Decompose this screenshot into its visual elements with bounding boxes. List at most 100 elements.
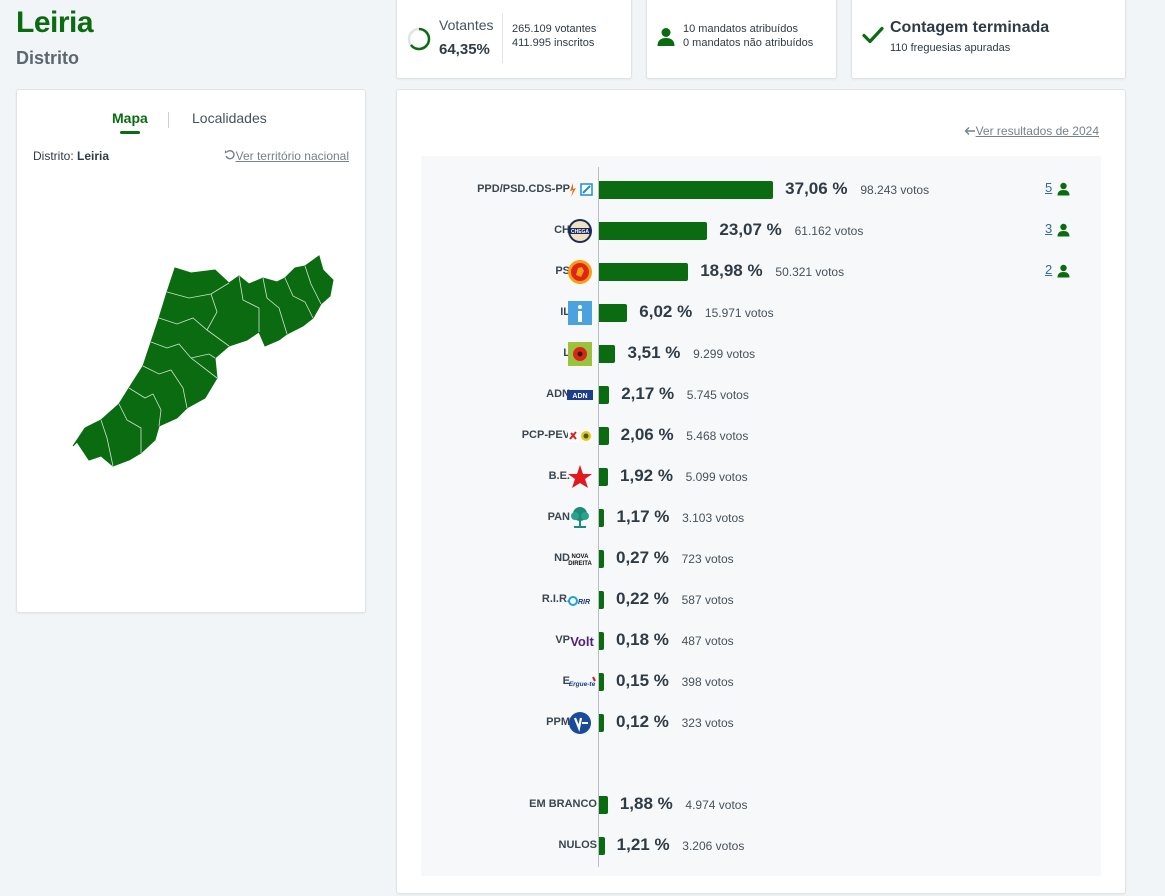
seats-unassigned: 0 mandatos não atribuídos [683, 37, 814, 49]
ergue-te-logo: Ergue-te [567, 669, 596, 695]
result-bar [599, 345, 616, 363]
result-bar [599, 837, 605, 855]
party-name: PCP-PEV [521, 429, 570, 441]
nd-logo-text-2: DIREITA [568, 561, 592, 567]
result-bar [599, 427, 609, 445]
result-bar [599, 386, 610, 404]
result-votes: 5.099 votos [685, 470, 748, 484]
district-map[interactable] [67, 248, 337, 483]
be-logo [567, 464, 593, 490]
district-shape[interactable] [72, 255, 334, 467]
adn-logo: ADN [567, 382, 593, 408]
result-percent: 0,18 % [616, 630, 669, 649]
svg-text:CHEGA: CHEGA [571, 229, 589, 235]
result-percent: 1,21 % [616, 835, 670, 854]
municipality-borders [100, 265, 322, 467]
results-panel: Ver resultados de 2024 PPD/PSD.CDS-PP 37,… [396, 89, 1126, 894]
ad-logo [567, 177, 593, 203]
result-votes: 61.162 votos [794, 224, 864, 238]
party-row: VP Volt 0,18 % 487 votos [421, 626, 1101, 656]
turnout-label: Votantes [439, 17, 494, 33]
party-name: PPM [546, 716, 570, 728]
result-percent: 1,88 % [619, 794, 673, 813]
result-bar [599, 181, 774, 199]
result-percent: 0,12 % [616, 712, 669, 731]
party-name: L [563, 347, 570, 359]
result-bar [599, 714, 604, 732]
national-link-text: Ver território nacional [235, 149, 349, 163]
party-name: IL [560, 306, 570, 318]
result-percent: 6,02 % [639, 302, 693, 321]
result-bar [599, 304, 628, 322]
party-name: EM BRANCO [529, 798, 597, 810]
result-percent: 2,17 % [621, 384, 675, 403]
seats-link[interactable]: 5 [1045, 180, 1053, 195]
party-name: PAN [547, 511, 570, 523]
turnout-ring-icon [407, 27, 431, 51]
seats-card: 10 mandatos atribuídos 0 mandatos não at… [646, 0, 837, 79]
result-bar [599, 468, 609, 486]
party-row: PCP-PEV 2,06 % 5.468 votos [421, 421, 1101, 451]
volt-logo: Volt [567, 628, 594, 654]
svg-text:ADN: ADN [572, 393, 587, 400]
party-name: PPD/PSD.CDS-PP [477, 183, 570, 195]
count-status-title: Contagem terminada [890, 19, 1050, 36]
district-label-text: Distrito: [33, 149, 74, 163]
tab-mapa[interactable]: Mapa [112, 110, 148, 126]
tab-localidades[interactable]: Localidades [192, 110, 267, 126]
district-label: Distrito: Leiria [33, 149, 109, 163]
person-icon [1057, 182, 1070, 201]
party-row: ADN ADN 2,17 % 5.745 votos [421, 380, 1101, 410]
seats-assigned: 10 mandatos atribuídos [683, 23, 798, 35]
rir-logo: RIR [567, 587, 593, 613]
cdu-logo [567, 423, 593, 449]
person-icon [657, 28, 675, 46]
results-table [421, 156, 1101, 876]
seats-link[interactable]: 3 [1045, 221, 1053, 236]
result-votes: 9.299 votos [693, 347, 756, 361]
national-territory-link[interactable]: Ver território nacional [224, 149, 349, 163]
count-status-card: Contagem terminada 110 freguesias apurad… [851, 0, 1126, 79]
chega-logo: CHEGA [567, 218, 593, 244]
party-row: PPD/PSD.CDS-PP 37,06 % 98.243 votos 5 [421, 175, 1101, 205]
seats-link[interactable]: 2 [1045, 262, 1053, 277]
result-votes: 5.468 votos [686, 429, 749, 443]
previous-results-link[interactable]: Ver resultados de 2024 [964, 124, 1099, 138]
result-bar [599, 673, 604, 691]
result-bar [599, 632, 604, 650]
result-votes: 5.745 votos [686, 388, 749, 402]
party-row: IL 6,02 % 15.971 votos [421, 298, 1101, 328]
arrow-left-icon [964, 127, 975, 135]
active-tab-indicator [120, 131, 140, 134]
check-icon [862, 26, 884, 44]
party-row: R.I.R. RIR 0,22 % 587 votos [421, 585, 1101, 615]
party-name: PS [555, 265, 570, 277]
party-name: B.E. [548, 470, 570, 482]
other-votes-row: EM BRANCO 1,88 % 4.974 votos [421, 790, 1101, 820]
previous-results-text: Ver resultados de 2024 [975, 124, 1099, 138]
nd-logo: NOVA DIREITA [567, 546, 593, 572]
result-votes: 323 votos [681, 716, 734, 730]
map-panel: Mapa Localidades Distrito: Leiria Ver te… [16, 89, 366, 613]
nd-logo-text-1: NOVA [572, 554, 590, 560]
result-percent: 2,06 % [620, 425, 674, 444]
turnout-percent: 64,35% [439, 41, 490, 58]
party-name: CH [554, 224, 570, 236]
result-percent: 1,92 % [620, 466, 673, 485]
result-bar [599, 550, 604, 568]
result-votes: 15.971 votos [704, 306, 774, 320]
party-name: R.I.R. [541, 593, 570, 605]
tab-divider [168, 112, 169, 128]
undo-icon [224, 149, 235, 160]
result-percent: 1,17 % [616, 507, 670, 526]
result-percent: 0,22 % [616, 589, 669, 608]
result-votes: 723 votos [681, 552, 734, 566]
il-logo [567, 300, 593, 326]
other-votes-row: NULOS 1,21 % 3.206 votos [421, 831, 1101, 861]
result-percent: 0,15 % [616, 671, 669, 690]
party-name: E [562, 675, 570, 687]
party-name: ADN [546, 388, 570, 400]
result-votes: 4.974 votos [685, 798, 748, 812]
divider [502, 13, 503, 63]
registered-count: 411.995 inscritos [512, 37, 595, 49]
